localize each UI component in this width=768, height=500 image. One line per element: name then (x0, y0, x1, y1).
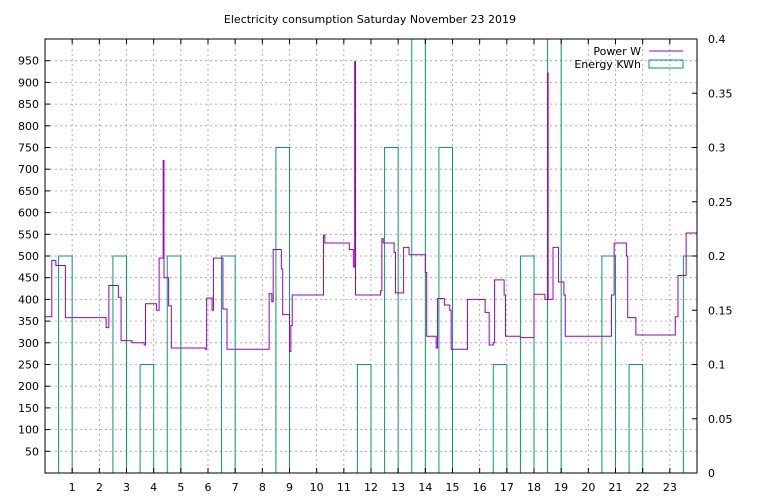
power-series (45, 61, 697, 352)
y-tick-label: 750 (18, 142, 39, 155)
y-tick-label: 250 (18, 359, 39, 372)
energy-bar (166, 255, 182, 474)
y-tick-label: 900 (18, 76, 39, 89)
x-tick-label: 10 (310, 481, 324, 494)
y2-tick-label: 0.3 (708, 142, 726, 155)
y-tick-label: 200 (18, 380, 39, 393)
x-tick-label: 15 (446, 481, 460, 494)
power-line (45, 61, 697, 352)
y-tick-label: 50 (25, 445, 39, 458)
y-tick-label: 800 (18, 120, 39, 133)
x-tick-label: 7 (232, 481, 239, 494)
x-tick-label: 17 (500, 481, 514, 494)
y2-tick-label: 0.4 (708, 33, 726, 46)
y-tick-label: 600 (18, 207, 39, 220)
y-tick-label: 550 (18, 228, 39, 241)
energy-bar (601, 255, 617, 474)
energy-bar (628, 364, 644, 474)
energy-bar (384, 147, 399, 474)
y-tick-label: 400 (18, 293, 39, 306)
y-tick-label: 500 (18, 250, 39, 263)
x-tick-label: 20 (581, 481, 595, 494)
x-tick-label: 23 (663, 481, 677, 494)
y-tick-label: 950 (18, 55, 39, 68)
y-tick-label: 350 (18, 315, 39, 328)
x-tick-label: 8 (259, 481, 266, 494)
x-tick-label: 5 (177, 481, 184, 494)
energy-bar (112, 255, 127, 474)
x-tick-label: 6 (205, 481, 212, 494)
y-tick-label: 300 (18, 337, 39, 350)
x-tick-label: 11 (337, 481, 351, 494)
y2-tick-label: 0.05 (708, 413, 733, 426)
x-tick-label: 1 (69, 481, 76, 494)
energy-bar (411, 38, 426, 474)
y2-tick-label: 0 (708, 467, 715, 480)
x-tick-label: 12 (364, 481, 378, 494)
x-tick-label: 9 (286, 481, 293, 494)
energy-bar (221, 255, 236, 474)
energy-bar (547, 38, 562, 474)
energy-bar (139, 364, 155, 474)
x-tick-label: 19 (554, 481, 568, 494)
x-tick-label: 4 (150, 481, 157, 494)
y-tick-label: 450 (18, 272, 39, 285)
y-tick-label: 100 (18, 424, 39, 437)
legend-energy-label: Energy KWh (574, 58, 641, 71)
x-tick-label: 18 (527, 481, 541, 494)
legend: Power W Energy KWh (574, 45, 684, 71)
y2-tick-label: 0.25 (708, 196, 733, 209)
x-tick-label: 22 (636, 481, 650, 494)
y2-tick-label: 0.1 (708, 359, 726, 372)
y-tick-label: 850 (18, 98, 39, 111)
x-tick-label: 14 (418, 481, 432, 494)
legend-power-label: Power W (593, 45, 641, 58)
y2-tick-label: 0.2 (708, 250, 726, 263)
x-tick-label: 16 (473, 481, 487, 494)
y-tick-label: 150 (18, 402, 39, 415)
y-tick-label: 650 (18, 185, 39, 198)
x-tick-label: 13 (391, 481, 405, 494)
energy-bar (492, 364, 508, 474)
legend-energy-swatch (648, 59, 684, 69)
energy-bar (356, 364, 372, 474)
chart-title: Electricity consumption Saturday Novembe… (224, 13, 516, 26)
y2-tick-label: 0.15 (708, 304, 733, 317)
y-tick-label: 700 (18, 163, 39, 176)
y2-tick-label: 0.35 (708, 87, 733, 100)
x-tick-label: 3 (123, 481, 130, 494)
x-tick-label: 2 (96, 481, 103, 494)
axis-ticks: 1 2 3 4 5 6 7 8 9 10 11 12 13 14 15 16 17 18 19 20 21 22 23501… (18, 33, 733, 494)
x-tick-label: 21 (609, 481, 623, 494)
